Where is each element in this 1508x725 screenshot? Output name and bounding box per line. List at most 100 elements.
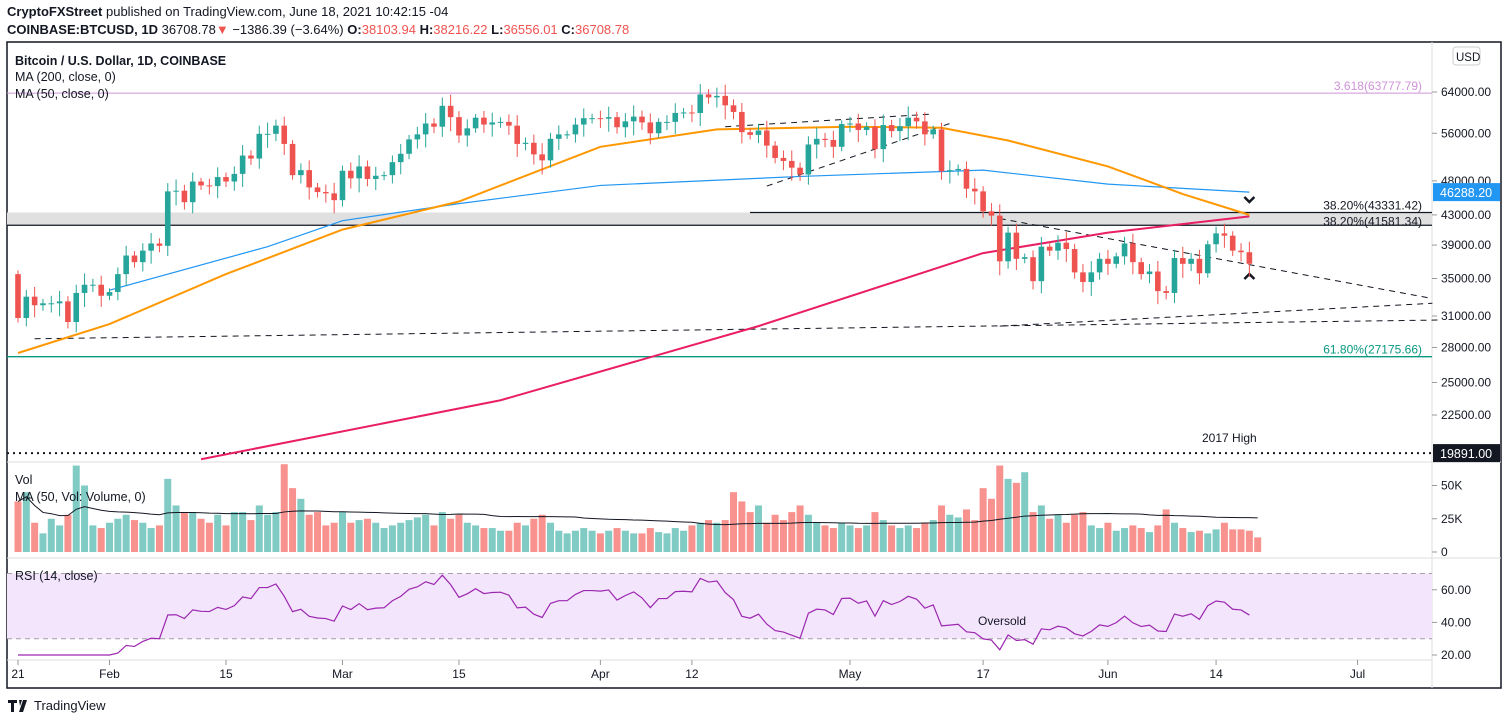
candle[interactable]	[614, 117, 620, 128]
volume-bar[interactable]	[214, 514, 222, 552]
volume-bar[interactable]	[89, 525, 97, 552]
candle[interactable]	[639, 116, 645, 123]
candle[interactable]	[630, 116, 637, 122]
volume-bar[interactable]	[605, 530, 613, 552]
volume-bar[interactable]	[1162, 509, 1170, 552]
volume-bar[interactable]	[397, 522, 405, 552]
candle[interactable]	[306, 170, 312, 188]
volume-bar[interactable]	[322, 525, 330, 552]
volume-bar[interactable]	[47, 518, 55, 552]
candle[interactable]	[156, 243, 163, 246]
volume-bar[interactable]	[838, 522, 846, 552]
candle[interactable]	[755, 130, 762, 135]
volume-bar[interactable]	[189, 512, 197, 552]
volume-bar[interactable]	[239, 512, 247, 552]
candle[interactable]	[189, 181, 196, 203]
candle[interactable]	[797, 167, 803, 175]
volume-bar[interactable]	[596, 533, 604, 552]
volume-bar[interactable]	[1179, 528, 1187, 552]
candle[interactable]	[805, 144, 812, 175]
volume-bar[interactable]	[488, 528, 496, 552]
legend-ma200[interactable]: MA (200, close, 0)	[15, 70, 116, 84]
candle[interactable]	[481, 117, 487, 125]
volume-bar[interactable]	[721, 520, 729, 552]
volume-bar[interactable]	[380, 528, 388, 552]
candle[interactable]	[988, 211, 995, 216]
candle[interactable]	[556, 134, 562, 139]
candle[interactable]	[1088, 272, 1095, 283]
candle[interactable]	[722, 95, 728, 106]
candle[interactable]	[506, 121, 512, 126]
volume-bar[interactable]	[39, 533, 47, 552]
candle[interactable]	[855, 123, 862, 130]
candle[interactable]	[372, 175, 379, 179]
volume-bar[interactable]	[164, 478, 172, 552]
volume-bar[interactable]	[829, 528, 837, 552]
candle[interactable]	[273, 125, 279, 134]
candle[interactable]	[98, 284, 104, 296]
volume-bar[interactable]	[388, 525, 396, 552]
candle[interactable]	[1155, 271, 1161, 292]
volume-bar[interactable]	[962, 509, 970, 552]
candle[interactable]	[239, 155, 246, 174]
volume-bar[interactable]	[971, 520, 979, 552]
candle[interactable]	[298, 170, 304, 176]
candle[interactable]	[472, 117, 479, 129]
candle[interactable]	[1071, 249, 1078, 273]
volume-bar[interactable]	[1146, 532, 1154, 552]
candle[interactable]	[73, 292, 80, 323]
volume-bar[interactable]	[22, 492, 30, 552]
volume-bar[interactable]	[197, 518, 205, 552]
volume-bar[interactable]	[122, 514, 130, 552]
volume-bar[interactable]	[480, 528, 488, 552]
candle[interactable]	[564, 134, 570, 136]
volume-bar[interactable]	[996, 465, 1004, 552]
volume-bar[interactable]	[347, 522, 355, 552]
volume-bar[interactable]	[588, 530, 596, 552]
candle[interactable]	[930, 129, 936, 135]
volume-bar[interactable]	[804, 514, 812, 552]
volume-bar[interactable]	[272, 512, 280, 552]
legend-vol-ma[interactable]: MA (50, Vol: Volume, 0)	[15, 490, 146, 504]
candle[interactable]	[181, 190, 188, 203]
candle[interactable]	[140, 250, 146, 263]
volume-bar[interactable]	[180, 512, 188, 552]
candle[interactable]	[464, 128, 471, 136]
volume-bar[interactable]	[372, 522, 380, 552]
volume-bar[interactable]	[646, 528, 654, 552]
candle[interactable]	[764, 130, 770, 146]
volume-bar[interactable]	[14, 501, 22, 552]
candle[interactable]	[1229, 235, 1236, 251]
candle[interactable]	[1055, 242, 1061, 251]
candle[interactable]	[1080, 272, 1086, 283]
volume-bar[interactable]	[946, 514, 954, 552]
volume-bar[interactable]	[413, 517, 421, 552]
candle[interactable]	[364, 166, 371, 179]
candle[interactable]	[1180, 257, 1186, 264]
candle[interactable]	[214, 177, 221, 187]
volume-bar[interactable]	[979, 488, 987, 552]
volume-bar[interactable]	[987, 498, 995, 552]
volume-bar[interactable]	[1046, 518, 1054, 552]
trendline[interactable]	[999, 218, 1433, 300]
candle[interactable]	[40, 303, 46, 306]
candle[interactable]	[905, 117, 912, 127]
volume-bar[interactable]	[913, 528, 921, 552]
volume-bar[interactable]	[355, 520, 363, 552]
volume-bar[interactable]	[680, 530, 688, 552]
volume-bar[interactable]	[1170, 522, 1178, 552]
volume-bar[interactable]	[1021, 472, 1029, 552]
candle[interactable]	[256, 133, 263, 159]
volume-bar[interactable]	[538, 514, 546, 552]
candle[interactable]	[356, 166, 362, 179]
candle[interactable]	[522, 142, 529, 144]
volume-bar[interactable]	[613, 528, 621, 552]
volume-bar[interactable]	[522, 525, 530, 552]
candle[interactable]	[381, 175, 387, 177]
candle[interactable]	[830, 139, 837, 147]
volume-bar[interactable]	[205, 522, 213, 552]
volume-bar[interactable]	[1245, 530, 1253, 552]
candle[interactable]	[65, 301, 71, 323]
volume-bar[interactable]	[1071, 514, 1079, 552]
volume-bar[interactable]	[56, 525, 64, 552]
